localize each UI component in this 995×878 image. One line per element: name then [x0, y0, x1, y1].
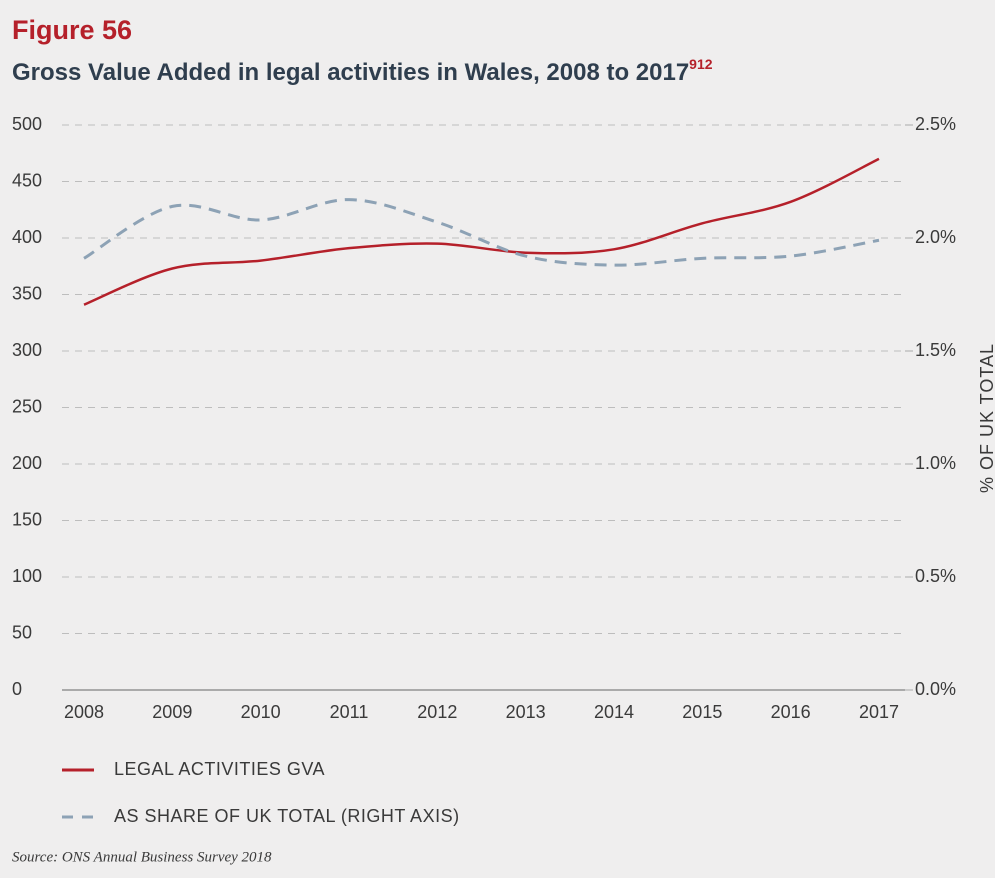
x-tick-label: 2010 — [241, 702, 281, 722]
y-tick-label: 350 — [12, 283, 42, 303]
x-tick-label: 2009 — [152, 702, 192, 722]
title-note: 912 — [689, 56, 713, 72]
y-tick-label: 150 — [12, 509, 42, 529]
y-tick-label: 0 — [12, 679, 22, 699]
x-tick-label: 2008 — [64, 702, 104, 722]
y2-tick-label: 1.0% — [915, 453, 956, 473]
y-tick-label: 200 — [12, 453, 42, 473]
figure-label: Figure 56 — [12, 15, 132, 45]
y-tick-label: 500 — [12, 114, 42, 134]
x-tick-label: 2012 — [417, 702, 457, 722]
x-tick-label: 2016 — [771, 702, 811, 722]
y-tick-label: 300 — [12, 340, 42, 360]
y-tick-label: 50 — [12, 622, 32, 642]
y2-tick-label: 0.5% — [915, 566, 956, 586]
legend-label: AS SHARE OF UK TOTAL (RIGHT AXIS) — [114, 806, 460, 826]
title-text: Gross Value Added in legal activities in… — [12, 59, 689, 86]
x-tick-label: 2015 — [682, 702, 722, 722]
legend-label: LEGAL ACTIVITIES GVA — [114, 759, 325, 779]
y-tick-label: 450 — [12, 170, 42, 190]
x-tick-label: 2014 — [594, 702, 634, 722]
y-tick-label: 100 — [12, 566, 42, 586]
y-tick-label: 250 — [12, 396, 42, 416]
series-line — [83, 157, 880, 306]
y2-tick-label: 1.5% — [915, 340, 956, 360]
y2-axis-label: % OF UK TOTAL — [977, 343, 995, 493]
x-tick-label: 2013 — [506, 702, 546, 722]
source: Source: ONS Annual Business Survey 2018 — [12, 849, 272, 865]
y2-tick-label: 2.5% — [915, 114, 956, 134]
chart-title: Gross Value Added in legal activities in… — [12, 56, 713, 87]
y2-tick-label: 2.0% — [915, 227, 956, 247]
x-tick-label: 2017 — [859, 702, 899, 722]
y-tick-label: 400 — [12, 227, 42, 247]
x-tick-label: 2011 — [330, 702, 369, 722]
y2-tick-label: 0.0% — [915, 679, 956, 699]
series-line — [83, 198, 880, 267]
